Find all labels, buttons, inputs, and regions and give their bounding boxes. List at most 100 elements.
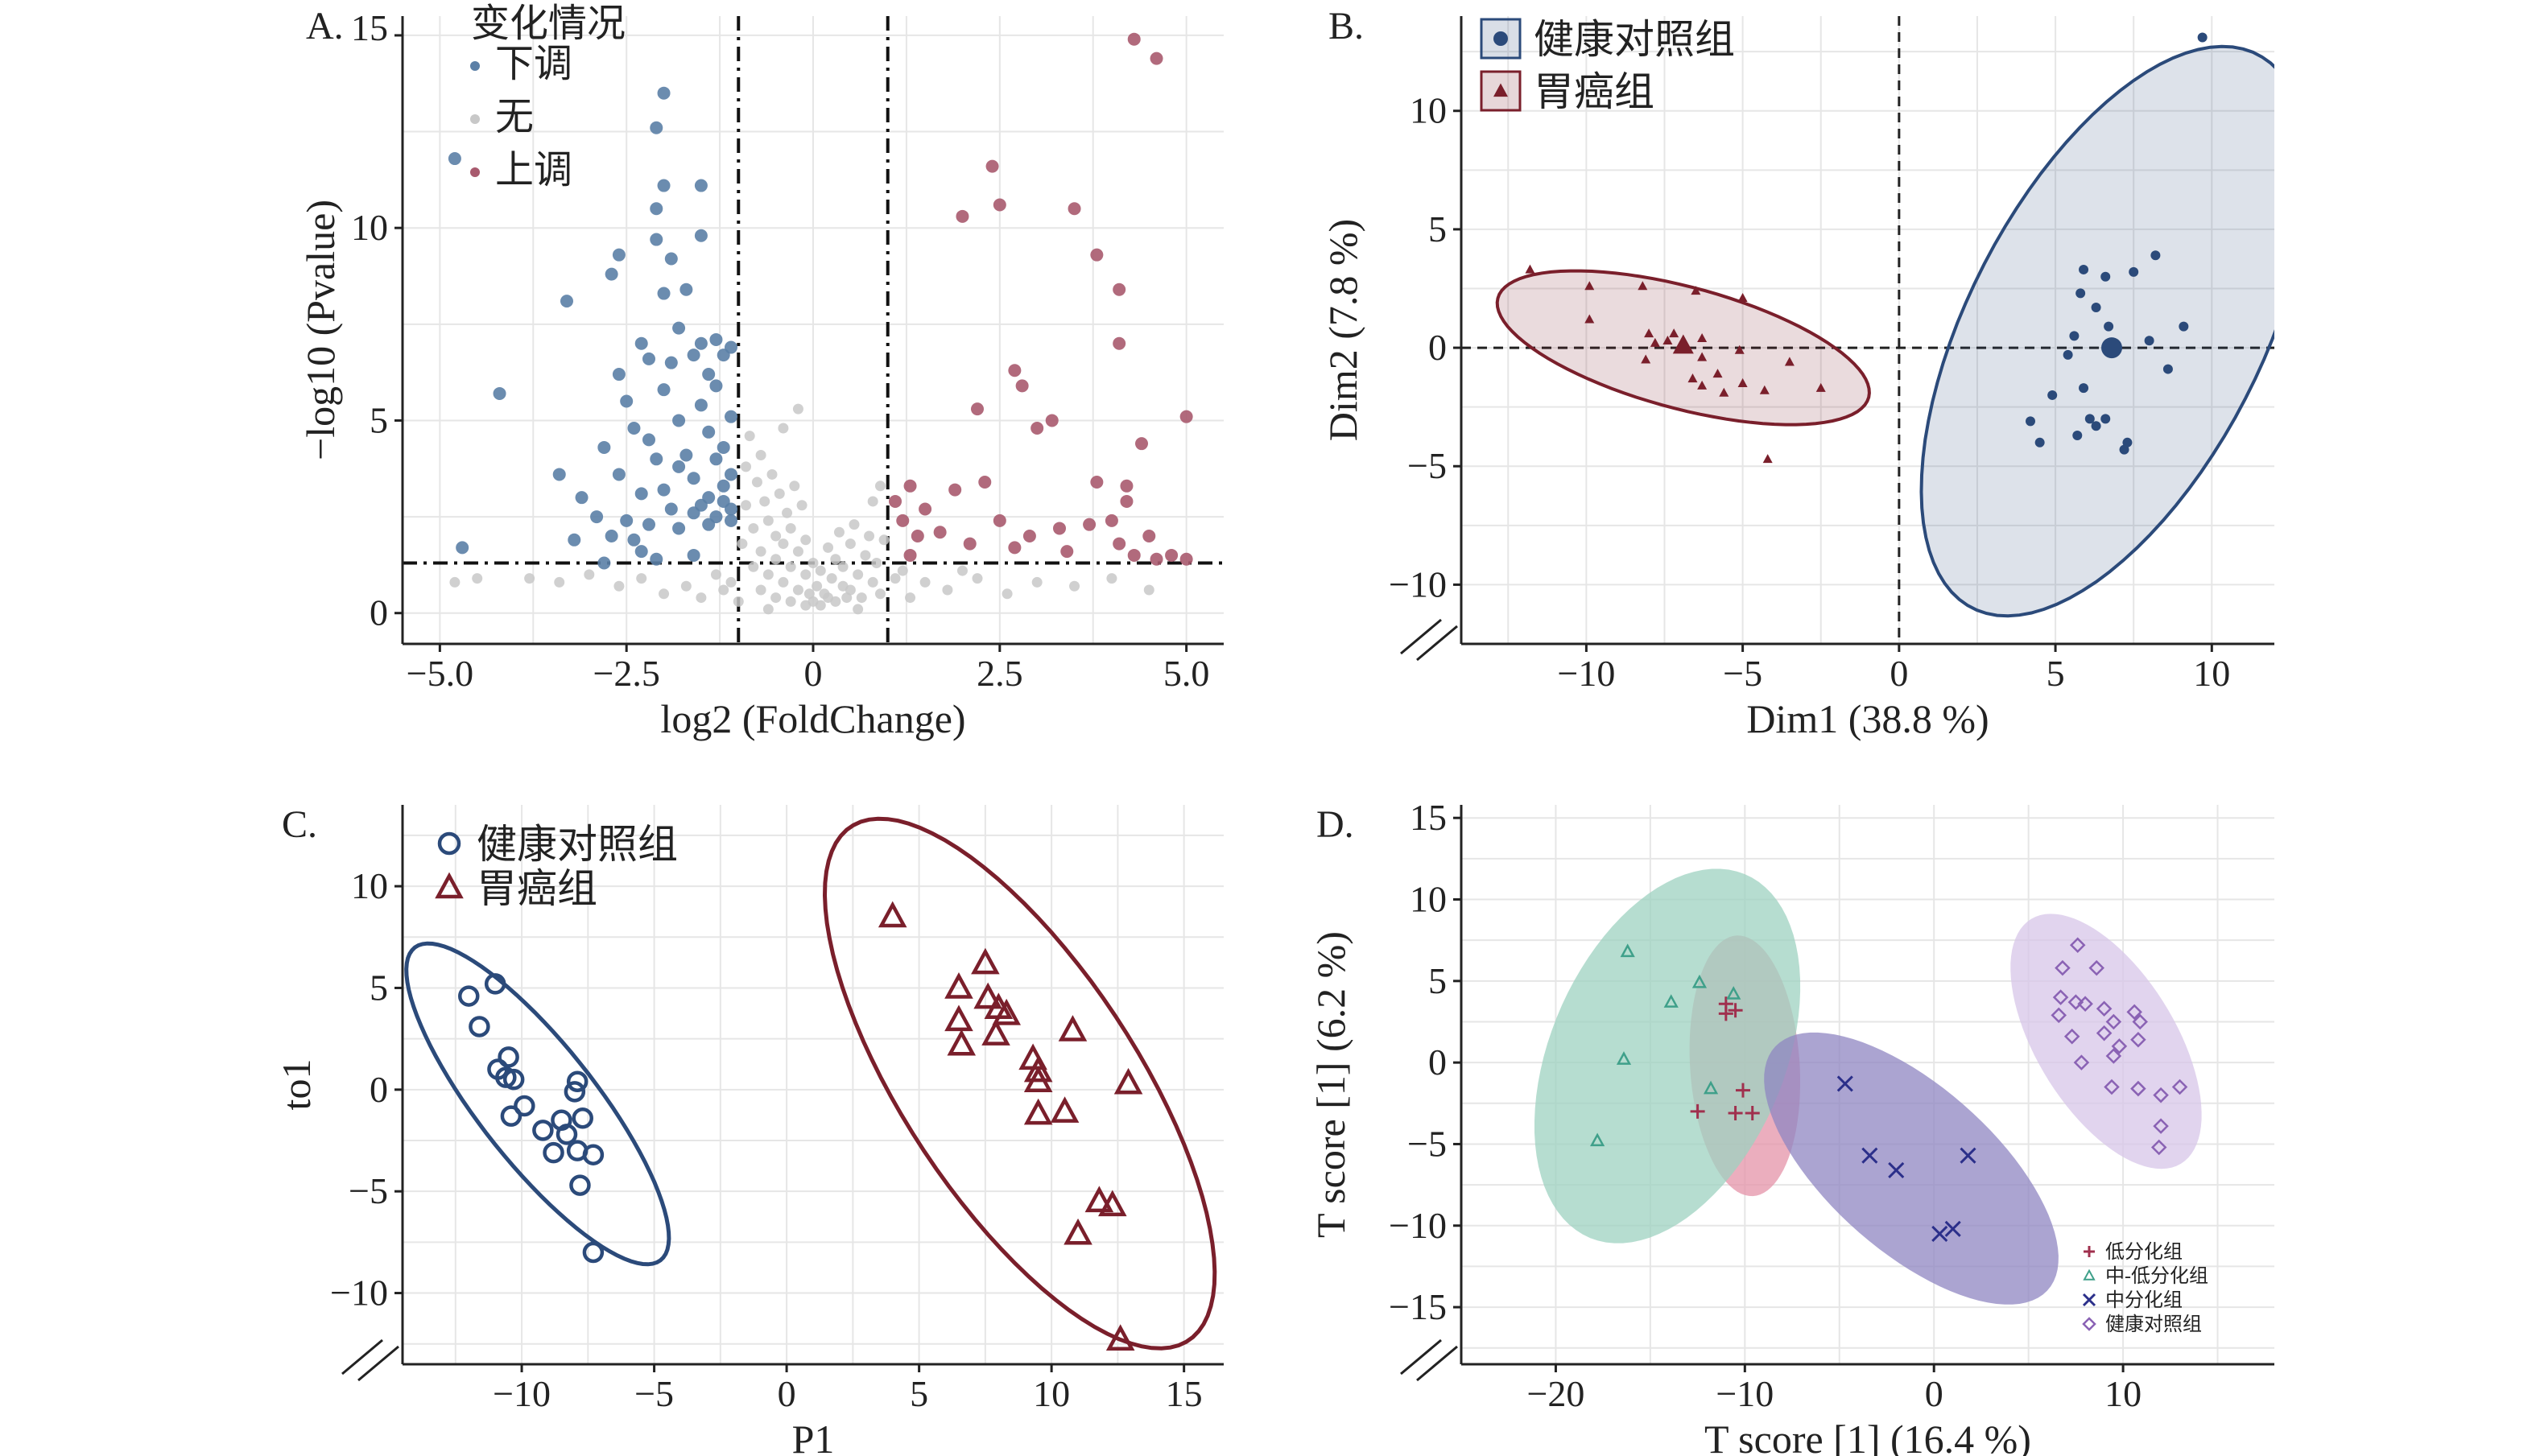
x-tick-label: −10 — [1557, 653, 1615, 694]
data-point — [1584, 281, 1595, 291]
data-point — [2063, 349, 2073, 360]
data-point — [1058, 1015, 1088, 1041]
x-tick-label: 10 — [2193, 653, 2230, 694]
data-point — [942, 584, 953, 596]
chart-panel-4: −20 −10 0 10 −15 −10 −5 0 5 10 15 D. T score [1] (16… — [1308, 797, 2274, 1456]
y-tick-label: 0 — [1428, 327, 1447, 368]
data-point — [978, 476, 992, 489]
data-point — [1960, 1147, 1976, 1164]
data-point — [2162, 364, 2173, 374]
data-point — [878, 534, 890, 546]
data-point — [725, 514, 737, 527]
plot-area — [404, 816, 1217, 1351]
data-point — [770, 530, 782, 542]
data-point — [845, 538, 856, 550]
data-point — [1784, 357, 1795, 366]
y-tick-label: 15 — [1410, 797, 1447, 838]
series-3 — [1836, 1075, 1976, 1242]
legend-label: 上调 — [495, 149, 572, 192]
data-point — [1120, 479, 1134, 493]
data-point — [1050, 1096, 1080, 1123]
data-point — [717, 440, 730, 454]
data-point — [702, 491, 716, 505]
data-point — [903, 479, 917, 493]
y-tick-label: 10 — [351, 865, 388, 906]
x-tick-label: −2.5 — [593, 653, 659, 694]
data-point — [552, 468, 566, 481]
data-point — [556, 1124, 578, 1145]
data-point — [956, 565, 968, 576]
data-point — [762, 515, 774, 526]
data-point — [575, 491, 589, 505]
data-point — [2052, 989, 2069, 1005]
data-point — [1060, 545, 1074, 559]
data-point — [1143, 584, 1154, 596]
data-point — [812, 580, 823, 592]
data-point — [694, 229, 708, 242]
data-point — [2047, 390, 2058, 400]
data-point — [971, 947, 1000, 975]
data-point — [748, 561, 759, 572]
legend-marker — [1493, 31, 1508, 46]
series-1 — [448, 86, 737, 570]
data-point — [796, 500, 807, 511]
y-tick-label: 15 — [351, 7, 388, 48]
series-3 — [889, 32, 1193, 566]
plot-area — [1534, 868, 2202, 1305]
data-point — [458, 985, 480, 1007]
data-point — [725, 468, 737, 481]
data-point — [2096, 1000, 2113, 1017]
data-point — [755, 584, 766, 596]
data-point — [636, 573, 647, 584]
data-point — [1113, 336, 1126, 350]
data-point — [1728, 1105, 1743, 1120]
data-point — [903, 548, 917, 562]
legend-marker — [470, 114, 480, 124]
data-point — [597, 440, 611, 454]
data-point — [2179, 321, 2189, 332]
chart-panel-1: −5.0 −2.5 0 2.5 5.0 0 5 10 15A. log2 (FoldChange)… — [298, 2, 1224, 741]
data-point — [694, 398, 708, 412]
confidence-ellipse-2 — [822, 816, 1217, 1351]
data-point — [560, 295, 573, 308]
data-point — [2055, 959, 2071, 976]
data-point — [718, 584, 729, 596]
data-point — [2079, 264, 2089, 274]
x-axis-label: log2 (FoldChange) — [660, 696, 965, 741]
data-point — [2119, 444, 2129, 455]
data-point — [993, 198, 1006, 212]
data-point — [2072, 430, 2083, 440]
data-point — [1669, 328, 1679, 338]
group-centroid — [2101, 337, 2122, 359]
data-point — [725, 502, 737, 516]
data-point — [1759, 385, 1770, 394]
data-point — [985, 159, 999, 173]
data-point — [2079, 383, 2089, 394]
panel-label: B. — [1328, 5, 1364, 47]
data-point — [448, 152, 461, 166]
data-point — [1697, 380, 1708, 390]
data-point — [853, 569, 864, 580]
x-tick-label: 0 — [1890, 653, 1908, 694]
x-tick-label: −10 — [493, 1373, 551, 1414]
data-point — [634, 487, 648, 501]
data-point — [741, 461, 752, 472]
data-point — [890, 573, 901, 584]
legend-swatch — [1480, 70, 1522, 112]
data-point — [792, 403, 803, 415]
data-point — [800, 569, 812, 580]
data-point — [762, 604, 774, 615]
data-point — [1718, 1006, 1733, 1021]
data-point — [659, 588, 670, 600]
data-point — [792, 584, 803, 596]
data-point — [1098, 1190, 1127, 1217]
data-point — [642, 518, 655, 531]
y-axis-label: Dim2 (7.8 %) — [1320, 219, 1365, 441]
data-point — [1083, 518, 1097, 531]
data-point — [778, 576, 789, 588]
data-point — [1031, 576, 1043, 588]
data-point — [963, 537, 977, 551]
